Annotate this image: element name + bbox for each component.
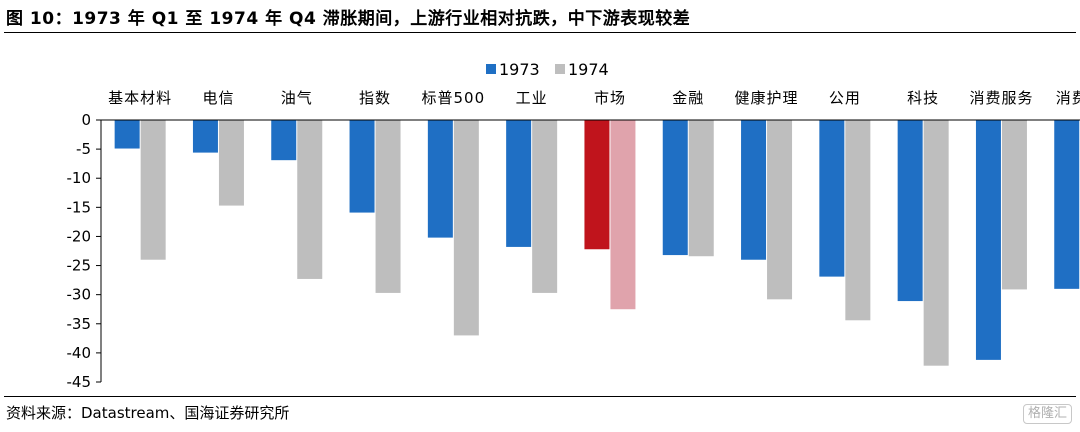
category-label: 公用 [829, 89, 861, 107]
bar-1973-3 [349, 120, 375, 213]
source-note: 资料来源：Datastream、国海证券研究所 [6, 404, 290, 422]
bar-1973-7 [662, 120, 688, 256]
bar-1974-7 [688, 120, 714, 257]
bar-1974-8 [767, 120, 793, 300]
category-label: 市场 [594, 89, 626, 107]
legend-swatch-1 [555, 64, 565, 74]
category-label: 工业 [516, 89, 548, 107]
bar-1974-5 [532, 120, 558, 293]
bar-1973-0 [114, 120, 140, 149]
source-rule [4, 396, 1076, 397]
bar-1973-6 [584, 120, 610, 250]
title-rule [4, 32, 1076, 33]
bar-1974-11 [1001, 120, 1027, 290]
bar-1973-2 [271, 120, 297, 161]
bar-1974-1 [218, 120, 244, 206]
y-tick-label: -5 [76, 140, 91, 158]
y-tick-label: -40 [67, 344, 92, 362]
y-tick-label: -45 [67, 373, 92, 391]
bar-1974-2 [297, 120, 323, 279]
y-tick-label: -10 [67, 169, 92, 187]
legend-swatch-0 [486, 64, 496, 74]
category-label: 标普500 [422, 89, 486, 107]
legend-label-1: 1974 [568, 60, 609, 79]
bar-1973-4 [427, 120, 453, 238]
bar-1973-8 [741, 120, 767, 260]
bar-1974-4 [453, 120, 479, 336]
legend-label-0: 1973 [499, 60, 540, 79]
bar-1973-10 [897, 120, 923, 302]
bar-1973-1 [192, 120, 218, 153]
category-label: 油气 [281, 89, 313, 107]
category-label: 指数 [359, 89, 391, 107]
category-label: 科技 [907, 89, 939, 107]
watermark-logo: 格隆汇 [1022, 404, 1072, 424]
bar-1974-3 [375, 120, 401, 293]
bar-1973-12 [1054, 120, 1080, 289]
y-tick-label: -30 [67, 286, 92, 304]
category-label: 基本材料 [108, 89, 172, 107]
bar-1974-6 [610, 120, 636, 310]
category-label: 健康护理 [735, 89, 799, 107]
bar-1974-9 [845, 120, 871, 321]
category-label: 消费品 [1056, 89, 1080, 107]
category-label: 电信 [202, 89, 234, 107]
y-tick-label: -25 [67, 257, 92, 275]
bar-1973-11 [975, 120, 1001, 360]
category-label: 金融 [672, 89, 704, 107]
bar-1973-9 [819, 120, 845, 277]
bar-1974-10 [923, 120, 949, 366]
category-label: 消费服务 [969, 89, 1033, 107]
bar-1973-5 [506, 120, 532, 247]
chart-title: 图 10：1973 年 Q1 至 1974 年 Q4 滞胀期间，上游行业相对抗跌… [6, 9, 691, 29]
y-tick-label: -20 [67, 227, 92, 245]
y-tick-label: -15 [67, 198, 92, 216]
bar-1974-0 [140, 120, 166, 260]
y-tick-label: 0 [81, 111, 91, 129]
y-tick-label: -35 [67, 315, 92, 333]
